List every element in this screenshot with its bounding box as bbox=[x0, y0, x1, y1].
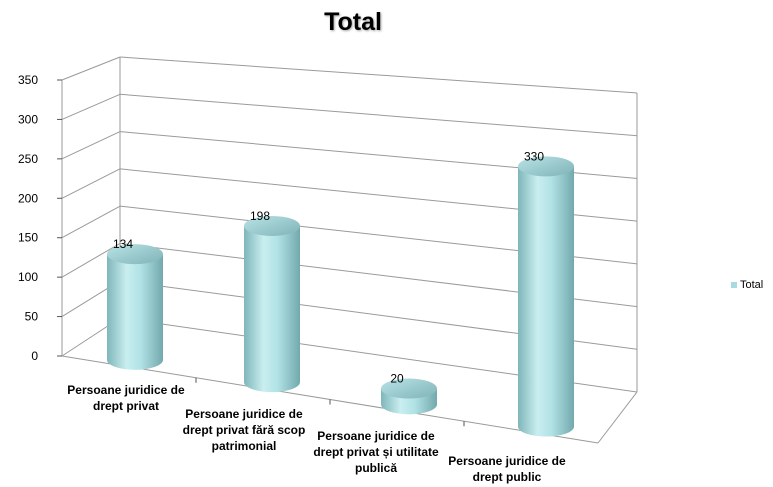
bar-top-1 bbox=[244, 215, 300, 236]
x-category-label-0: Persoane juridice de drept privat bbox=[67, 383, 185, 413]
bar-0 bbox=[107, 254, 163, 370]
y-tick-label: 200 bbox=[18, 191, 38, 205]
y-tick-label: 100 bbox=[18, 270, 38, 284]
y-tick-label: 50 bbox=[25, 310, 39, 324]
side-gridline bbox=[61, 168, 121, 199]
back-gridline bbox=[119, 93, 638, 137]
y-tick-label: 0 bbox=[31, 349, 38, 363]
data-label-1: 198 bbox=[250, 209, 270, 223]
side-gridline bbox=[61, 242, 121, 278]
data-label-3: 330 bbox=[524, 149, 544, 163]
side-gridline bbox=[61, 56, 121, 81]
bar-1 bbox=[244, 225, 300, 393]
side-gridline bbox=[61, 93, 121, 120]
y-tick-label: 350 bbox=[18, 73, 38, 87]
legend: Total bbox=[731, 279, 763, 291]
y-tick-label: 300 bbox=[18, 112, 38, 126]
side-gridline bbox=[61, 131, 121, 160]
side-gridline bbox=[61, 205, 121, 239]
y-tick-label: 150 bbox=[18, 231, 38, 245]
data-label-0: 134 bbox=[113, 237, 133, 251]
y-tick-label: 250 bbox=[18, 152, 38, 166]
legend-label-total: Total bbox=[740, 279, 764, 291]
chart-title: Total bbox=[324, 8, 382, 36]
x-category-label-3: Persoane juridice de drept public bbox=[448, 454, 566, 484]
bar-3 bbox=[518, 166, 574, 437]
x-category-label-2: Persoane juridice de drept privat și util… bbox=[313, 429, 439, 475]
x-category-label-1: Persoane juridice de drept privat fără sc… bbox=[183, 407, 306, 453]
bar-top-3 bbox=[518, 156, 574, 177]
bar-top-0 bbox=[107, 244, 163, 265]
data-label-2: 20 bbox=[390, 372, 404, 386]
legend-swatch bbox=[731, 282, 737, 288]
back-gridline bbox=[119, 56, 638, 94]
floor-right-edge bbox=[597, 391, 638, 444]
bar-top-2 bbox=[381, 378, 437, 399]
